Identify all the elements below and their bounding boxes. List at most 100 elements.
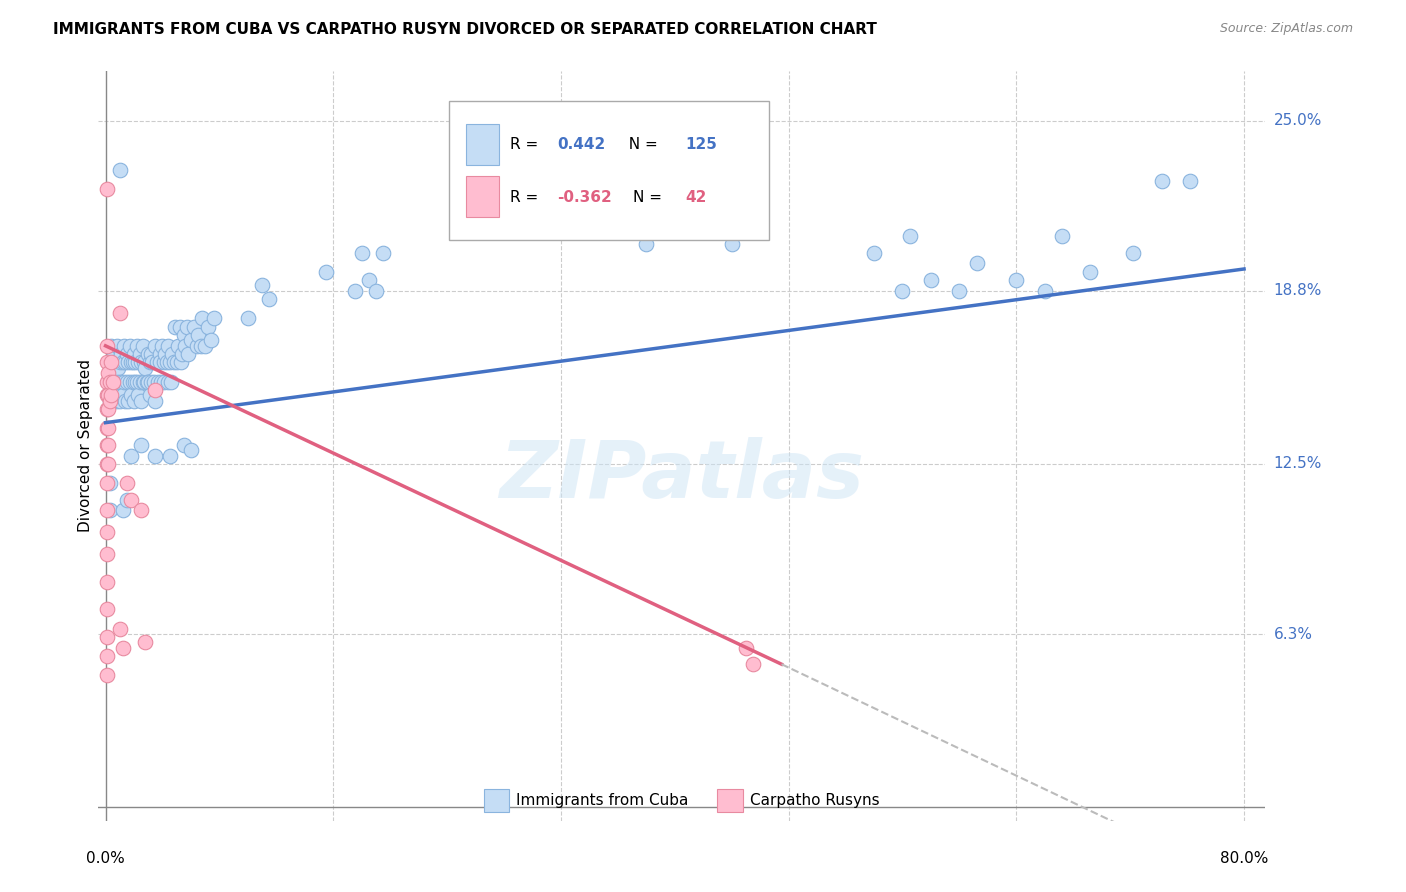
Point xyxy=(120,492,142,507)
Text: 0.0%: 0.0% xyxy=(86,851,125,866)
Point xyxy=(100,355,122,369)
Point xyxy=(152,339,174,353)
Point xyxy=(96,375,118,389)
FancyBboxPatch shape xyxy=(484,789,509,812)
Point xyxy=(120,449,142,463)
Point xyxy=(112,375,135,389)
Point xyxy=(159,449,181,463)
Point xyxy=(128,347,150,361)
Point xyxy=(167,339,190,353)
Text: 12.5%: 12.5% xyxy=(1274,457,1322,471)
Point xyxy=(122,393,145,408)
Point xyxy=(98,503,121,517)
Point xyxy=(173,327,195,342)
FancyBboxPatch shape xyxy=(465,124,499,165)
Point xyxy=(111,388,134,402)
Point xyxy=(120,355,142,369)
Point xyxy=(121,355,143,369)
Text: 18.8%: 18.8% xyxy=(1274,284,1322,299)
Point xyxy=(183,319,205,334)
Point xyxy=(187,327,209,342)
Point xyxy=(96,421,118,435)
Point xyxy=(257,292,280,306)
Point xyxy=(720,237,742,252)
Point xyxy=(135,375,157,389)
Point xyxy=(96,388,118,402)
Point xyxy=(132,375,155,389)
Point xyxy=(180,443,202,458)
Point xyxy=(172,347,194,361)
Point xyxy=(114,355,136,369)
Text: R =: R = xyxy=(510,137,544,153)
Point xyxy=(150,375,173,389)
Point xyxy=(96,401,118,416)
Point xyxy=(169,319,191,334)
Point xyxy=(112,339,135,353)
Point xyxy=(115,347,138,361)
Point xyxy=(115,492,138,507)
Point xyxy=(104,375,127,389)
Point xyxy=(129,355,152,369)
Point xyxy=(156,355,179,369)
Point xyxy=(107,375,129,389)
Point xyxy=(1050,229,1073,244)
Point xyxy=(129,437,152,451)
Point xyxy=(891,284,914,298)
Text: 80.0%: 80.0% xyxy=(1220,851,1268,866)
Text: 42: 42 xyxy=(685,190,707,205)
Point xyxy=(96,602,118,616)
Point xyxy=(111,503,134,517)
Point xyxy=(125,339,148,353)
Point xyxy=(162,347,184,361)
Point xyxy=(143,383,166,397)
Point xyxy=(163,355,186,369)
Point xyxy=(149,347,172,361)
Point xyxy=(165,319,187,334)
Point xyxy=(134,635,156,649)
Point xyxy=(174,339,197,353)
Point xyxy=(115,375,138,389)
Point xyxy=(1150,174,1173,188)
FancyBboxPatch shape xyxy=(465,177,499,218)
Point xyxy=(173,437,195,451)
Point xyxy=(1178,174,1201,188)
Text: 6.3%: 6.3% xyxy=(1274,626,1313,641)
Point xyxy=(1005,273,1028,287)
Point xyxy=(97,366,120,380)
Point xyxy=(132,355,155,369)
Point xyxy=(105,339,128,353)
Point xyxy=(96,648,118,663)
Point xyxy=(166,355,188,369)
Point xyxy=(315,265,337,279)
Point xyxy=(108,163,131,178)
Point xyxy=(121,375,143,389)
Point xyxy=(100,388,122,402)
Text: 0.442: 0.442 xyxy=(557,137,606,153)
Point xyxy=(120,388,142,402)
Point xyxy=(124,355,146,369)
Point xyxy=(364,284,387,298)
Point xyxy=(111,355,134,369)
Point xyxy=(136,375,159,389)
Point xyxy=(371,245,394,260)
Point xyxy=(107,360,129,375)
Point xyxy=(143,449,166,463)
Point xyxy=(127,355,149,369)
Point xyxy=(155,347,177,361)
Point xyxy=(118,375,141,389)
Text: Source: ZipAtlas.com: Source: ZipAtlas.com xyxy=(1219,22,1353,36)
Point xyxy=(153,375,176,389)
Point xyxy=(139,347,162,361)
Text: IMMIGRANTS FROM CUBA VS CARPATHO RUSYN DIVORCED OR SEPARATED CORRELATION CHART: IMMIGRANTS FROM CUBA VS CARPATHO RUSYN D… xyxy=(53,22,877,37)
Point xyxy=(678,202,700,216)
Text: ZIPatlas: ZIPatlas xyxy=(499,437,865,515)
Point xyxy=(191,311,214,326)
Point xyxy=(101,355,124,369)
Point xyxy=(127,388,149,402)
Point xyxy=(200,334,222,348)
Point xyxy=(96,355,118,369)
Point xyxy=(96,525,118,540)
Text: Carpatho Rusyns: Carpatho Rusyns xyxy=(749,793,879,808)
Point xyxy=(100,339,122,353)
Point xyxy=(96,437,118,451)
